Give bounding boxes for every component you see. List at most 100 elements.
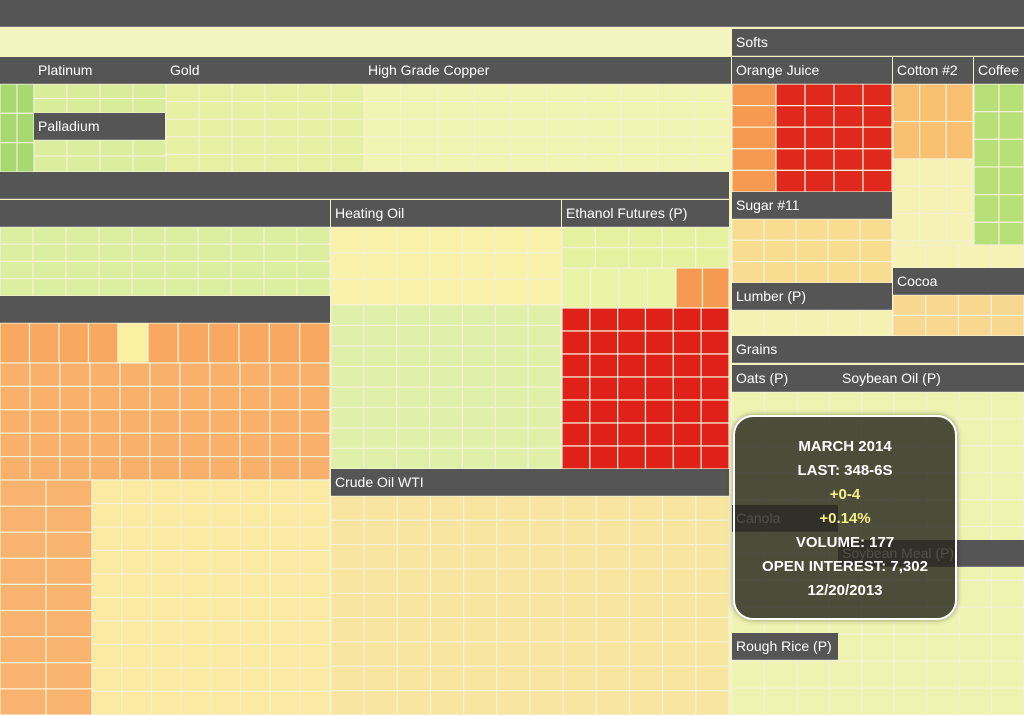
tile[interactable]	[239, 432, 271, 458]
tile[interactable]	[299, 549, 331, 575]
tile[interactable]	[210, 526, 242, 552]
tile[interactable]	[861, 660, 895, 689]
tile[interactable]	[269, 573, 301, 599]
tile[interactable]	[119, 432, 151, 458]
tile[interactable]	[0, 479, 47, 507]
tile[interactable]	[496, 495, 531, 521]
tile[interactable]	[299, 479, 331, 505]
tile[interactable]	[990, 391, 1024, 420]
tile[interactable]	[695, 641, 730, 667]
tile[interactable]	[164, 243, 199, 263]
tile[interactable]	[662, 641, 697, 667]
tile[interactable]	[461, 304, 496, 327]
tile[interactable]	[561, 422, 591, 447]
tile[interactable]	[617, 330, 647, 355]
tile[interactable]	[595, 519, 631, 546]
tile[interactable]	[546, 153, 585, 173]
tile[interactable]	[240, 526, 272, 552]
tile[interactable]	[561, 246, 597, 269]
tile[interactable]	[892, 294, 927, 317]
tile[interactable]	[0, 83, 18, 114]
tile[interactable]	[264, 83, 299, 103]
tile[interactable]	[45, 636, 93, 664]
tile[interactable]	[363, 519, 398, 546]
tile[interactable]	[0, 278, 34, 297]
tile[interactable]	[795, 218, 829, 241]
tile[interactable]	[240, 667, 272, 693]
tile[interactable]	[45, 662, 93, 690]
tile[interactable]	[396, 544, 432, 570]
tile[interactable]	[429, 617, 465, 643]
tile[interactable]	[583, 83, 622, 103]
tile[interactable]	[363, 406, 398, 429]
tile[interactable]	[892, 212, 921, 242]
group-label[interactable]: Ethanol Futures (P)	[562, 200, 729, 227]
tile[interactable]	[119, 409, 151, 434]
tile[interactable]	[179, 362, 211, 387]
tile[interactable]	[828, 391, 863, 420]
tile[interactable]	[990, 606, 1024, 635]
tile[interactable]	[662, 592, 697, 619]
tile[interactable]	[330, 252, 365, 280]
tile[interactable]	[494, 324, 529, 347]
tile[interactable]	[925, 244, 960, 269]
tile[interactable]	[990, 445, 1024, 474]
tile[interactable]	[529, 641, 564, 667]
tile[interactable]	[644, 307, 674, 332]
tile[interactable]	[672, 445, 702, 470]
tile[interactable]	[208, 322, 240, 364]
tile[interactable]	[297, 83, 332, 103]
tile[interactable]	[998, 194, 1024, 223]
tile[interactable]	[998, 111, 1024, 140]
tile[interactable]	[131, 243, 166, 263]
tile[interactable]	[892, 83, 921, 123]
tile[interactable]	[461, 324, 496, 347]
tile[interactable]	[121, 643, 153, 669]
tile[interactable]	[990, 660, 1024, 689]
tile[interactable]	[0, 260, 34, 280]
tile[interactable]	[299, 322, 331, 364]
tile[interactable]	[363, 226, 398, 254]
tile[interactable]	[0, 583, 47, 612]
tile[interactable]	[119, 362, 151, 387]
tile[interactable]	[209, 362, 241, 387]
tile[interactable]	[363, 641, 398, 667]
tile[interactable]	[945, 158, 974, 187]
tile[interactable]	[396, 690, 432, 715]
tile[interactable]	[958, 660, 993, 689]
tile[interactable]	[121, 620, 153, 646]
tile[interactable]	[330, 278, 365, 306]
tile[interactable]	[990, 633, 1024, 662]
tile[interactable]	[240, 596, 272, 622]
tile[interactable]	[429, 690, 465, 715]
tile[interactable]	[546, 100, 585, 120]
tile[interactable]	[121, 573, 153, 599]
tile[interactable]	[695, 495, 730, 521]
tile[interactable]	[396, 568, 432, 594]
tile[interactable]	[562, 544, 597, 570]
tile[interactable]	[330, 544, 365, 570]
tile[interactable]	[363, 592, 398, 619]
tile[interactable]	[428, 365, 464, 388]
tile[interactable]	[827, 218, 861, 241]
tile[interactable]	[231, 100, 266, 120]
tile[interactable]	[240, 549, 272, 575]
tile[interactable]	[299, 526, 331, 552]
tile[interactable]	[958, 499, 993, 528]
tile[interactable]	[701, 267, 730, 309]
tile[interactable]	[198, 118, 233, 138]
tile[interactable]	[149, 385, 181, 411]
tile[interactable]	[700, 353, 730, 378]
tile[interactable]	[89, 362, 121, 387]
tile[interactable]	[99, 83, 134, 100]
tile[interactable]	[269, 526, 301, 552]
tile[interactable]	[694, 246, 730, 269]
tile[interactable]	[363, 365, 398, 388]
group-label[interactable]: Palladium	[34, 113, 165, 140]
tile[interactable]	[496, 568, 531, 594]
tile[interactable]	[396, 345, 431, 368]
tile[interactable]	[363, 544, 398, 570]
tile[interactable]	[363, 136, 402, 156]
tile[interactable]	[561, 226, 597, 249]
group-label[interactable]: Heating Oil	[331, 200, 561, 227]
